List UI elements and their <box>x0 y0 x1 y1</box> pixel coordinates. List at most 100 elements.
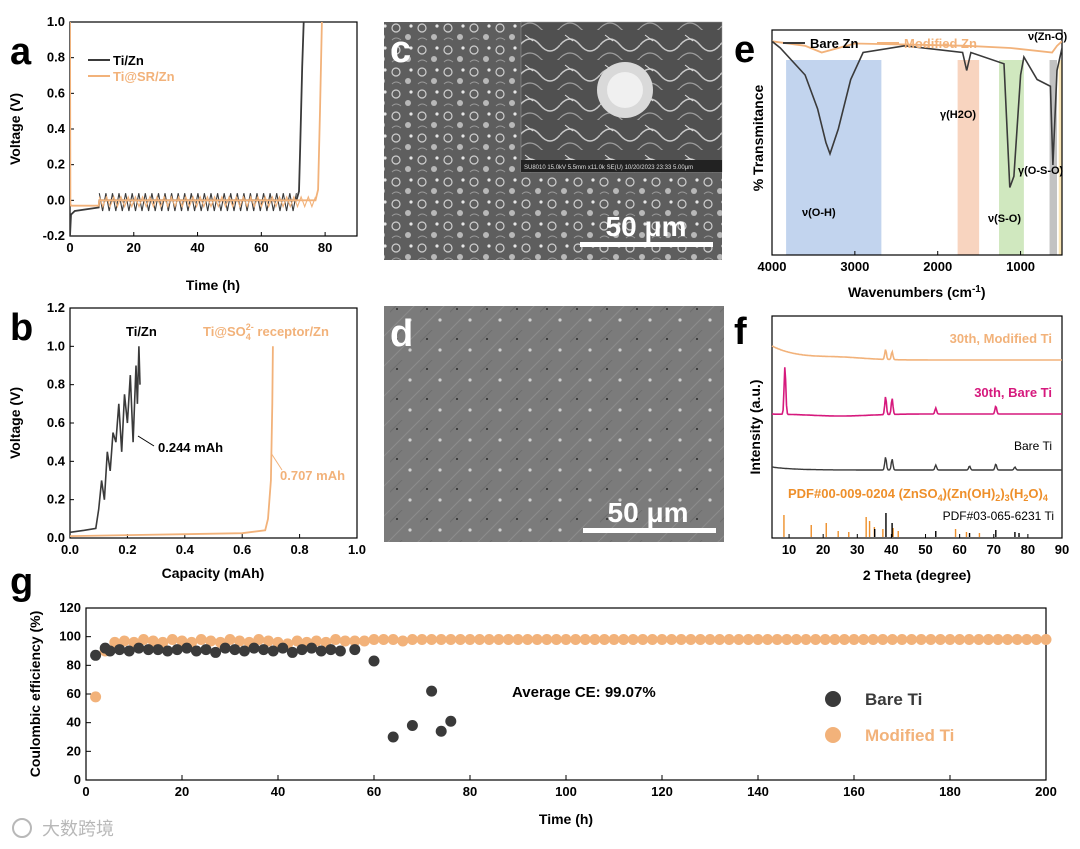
modified-ti-point-65 <box>714 634 725 645</box>
modified-ti-point-74 <box>801 634 812 645</box>
bare-ti-point-24 <box>316 646 327 657</box>
bare-ti-point-16 <box>239 646 250 657</box>
panel-g-ytick-3: 60 <box>67 686 81 701</box>
panel-f-xtick-2: 30 <box>850 542 864 557</box>
bare-ti-point-22 <box>297 644 308 655</box>
panel-g-xtick-10: 200 <box>1035 784 1057 799</box>
panel-b-label: b <box>10 307 33 349</box>
bare-ti-point-25 <box>325 644 336 655</box>
bare-ti-point-9 <box>172 644 183 655</box>
panel-a-xtick-3: 60 <box>254 240 268 255</box>
panel-f-xtick-0: 10 <box>782 542 796 557</box>
panel-g-ytick-4: 80 <box>67 657 81 672</box>
panel-f-xtick-5: 60 <box>952 542 966 557</box>
panel-a-xlabel: Time (h) <box>186 277 240 293</box>
panel-a-ytick-5: 0.8 <box>47 50 65 65</box>
modified-ti-point-36 <box>436 634 447 645</box>
modified-ti-point-59 <box>657 634 668 645</box>
panel-b-xtick-1: 0.2 <box>118 542 136 557</box>
panel-b-annotation-0707: 0.707 mAh <box>280 468 345 483</box>
panel-a-ytick-3: 0.4 <box>47 121 66 136</box>
legend-bare-ti: Bare Ti <box>865 690 922 709</box>
modified-ti-point-71 <box>772 634 783 645</box>
bare-ti-point-17 <box>249 643 260 654</box>
panel-g-ytick-5: 100 <box>59 629 81 644</box>
modified-ti-point-66 <box>724 634 735 645</box>
modified-ti-point-69 <box>753 634 764 645</box>
modified-ti-point-28 <box>359 635 370 646</box>
panel-b-series-label-receptor: Ti@SO42- receptor/Zn <box>203 322 329 342</box>
modified-ti-point-34 <box>417 634 428 645</box>
bare-ti-point-20 <box>277 643 288 654</box>
bare-ti-point-19 <box>268 646 279 657</box>
bare-ti-point-21 <box>287 647 298 658</box>
panel-b: b 0.0 0.2 0.4 0.6 0.8 1.0 1.2 0.0 0.2 0.4 0.6 0.8 1… <box>7 300 366 581</box>
panel-c-flower-core <box>607 72 643 108</box>
legend-modified-ti: Modified Ti <box>865 726 954 745</box>
label-pdf-ti: PDF#03-065-6231 Ti <box>943 509 1054 523</box>
modified-ti-point-26 <box>340 635 351 646</box>
modified-ti-point-83 <box>887 634 898 645</box>
modified-ti-point-76 <box>820 634 831 645</box>
legend-ti-zn: Ti/Zn <box>113 53 144 68</box>
panel-g-ytick-0: 0 <box>74 772 81 787</box>
modified-ti-point-75 <box>810 634 821 645</box>
modified-ti-point-39 <box>465 634 476 645</box>
modified-ti-point-57 <box>637 634 648 645</box>
legend-bare-ti-marker <box>825 691 841 707</box>
label-bare-ti: Bare Ti <box>1014 439 1052 453</box>
panel-g-xtick-9: 180 <box>939 784 961 799</box>
panel-e-xtick-3: 1000 <box>1006 259 1035 274</box>
panel-g-ytick-1: 20 <box>67 743 81 758</box>
annotation-nu-zno: ν(Zn-O) <box>1028 31 1067 43</box>
modified-ti-point-50 <box>570 634 581 645</box>
modified-ti-point-96 <box>1012 634 1023 645</box>
modified-ti-point-92 <box>973 634 984 645</box>
panel-f-xlabel: 2 Theta (degree) <box>863 567 971 583</box>
modified-ti-point-56 <box>628 634 639 645</box>
bare-ti-point-26 <box>335 646 346 657</box>
panel-c-scalebar <box>580 242 713 247</box>
modified-ti-point-38 <box>455 634 466 645</box>
modified-ti-point-95 <box>1002 634 1013 645</box>
modified-ti-point-44 <box>513 634 524 645</box>
bare-ti-point-31 <box>426 686 437 697</box>
panel-f-xtick-3: 40 <box>884 542 898 557</box>
panel-b-ytick-3: 0.6 <box>47 415 65 430</box>
modified-ti-point-49 <box>561 634 572 645</box>
legend-ti-sr-zn: Ti@SR/Zn <box>113 69 175 84</box>
panel-g-xtick-7: 140 <box>747 784 769 799</box>
modified-ti-point-62 <box>685 634 696 645</box>
panel-c-scalebar-label: 50 μm <box>606 211 687 242</box>
modified-ti-point-85 <box>906 634 917 645</box>
figure-canvas: a -0.20.00.20.40.60.81.0 0 20 40 60 80 Ti/Zn… <box>0 0 1080 849</box>
panel-a-ylabel: Voltage (V) <box>7 93 23 165</box>
panel-a-xtick-4: 80 <box>318 240 332 255</box>
modified-ti-point-51 <box>580 634 591 645</box>
xrd-30th-modified-ti-line <box>772 346 1062 360</box>
modified-ti-point-53 <box>599 634 610 645</box>
modified-ti-point-40 <box>474 634 485 645</box>
panel-g-xtick-0: 0 <box>82 784 89 799</box>
panel-a-ytick-1: 0.0 <box>47 192 65 207</box>
bare-ti-point-30 <box>407 720 418 731</box>
bare-ti-point-2 <box>105 646 116 657</box>
modified-ti-point-41 <box>484 634 495 645</box>
panel-b-axes-frame <box>70 308 357 538</box>
modified-ti-point-54 <box>609 634 620 645</box>
modified-ti-point-29 <box>369 634 380 645</box>
modified-ti-point-25 <box>330 634 341 645</box>
modified-ti-point-80 <box>858 634 869 645</box>
modified-ti-point-45 <box>522 634 533 645</box>
panel-g-xtick-4: 80 <box>463 784 477 799</box>
panel-b-ytick-4: 0.8 <box>47 377 65 392</box>
modified-ti-point-97 <box>1021 634 1032 645</box>
panel-g: g 0 20 40 60 80 100 120 0 20 40 60 80 100 120 140 160 1… <box>10 561 1057 827</box>
bare-ti-point-13 <box>210 647 221 658</box>
annotation-gamma-oso: γ(O-S-O) <box>1018 165 1064 177</box>
panel-d-label: d <box>390 313 413 355</box>
modified-ti-point-55 <box>618 634 629 645</box>
panel-a-label: a <box>10 31 32 73</box>
panel-f-axes-frame <box>772 316 1062 538</box>
modified-ti-point-37 <box>445 634 456 645</box>
